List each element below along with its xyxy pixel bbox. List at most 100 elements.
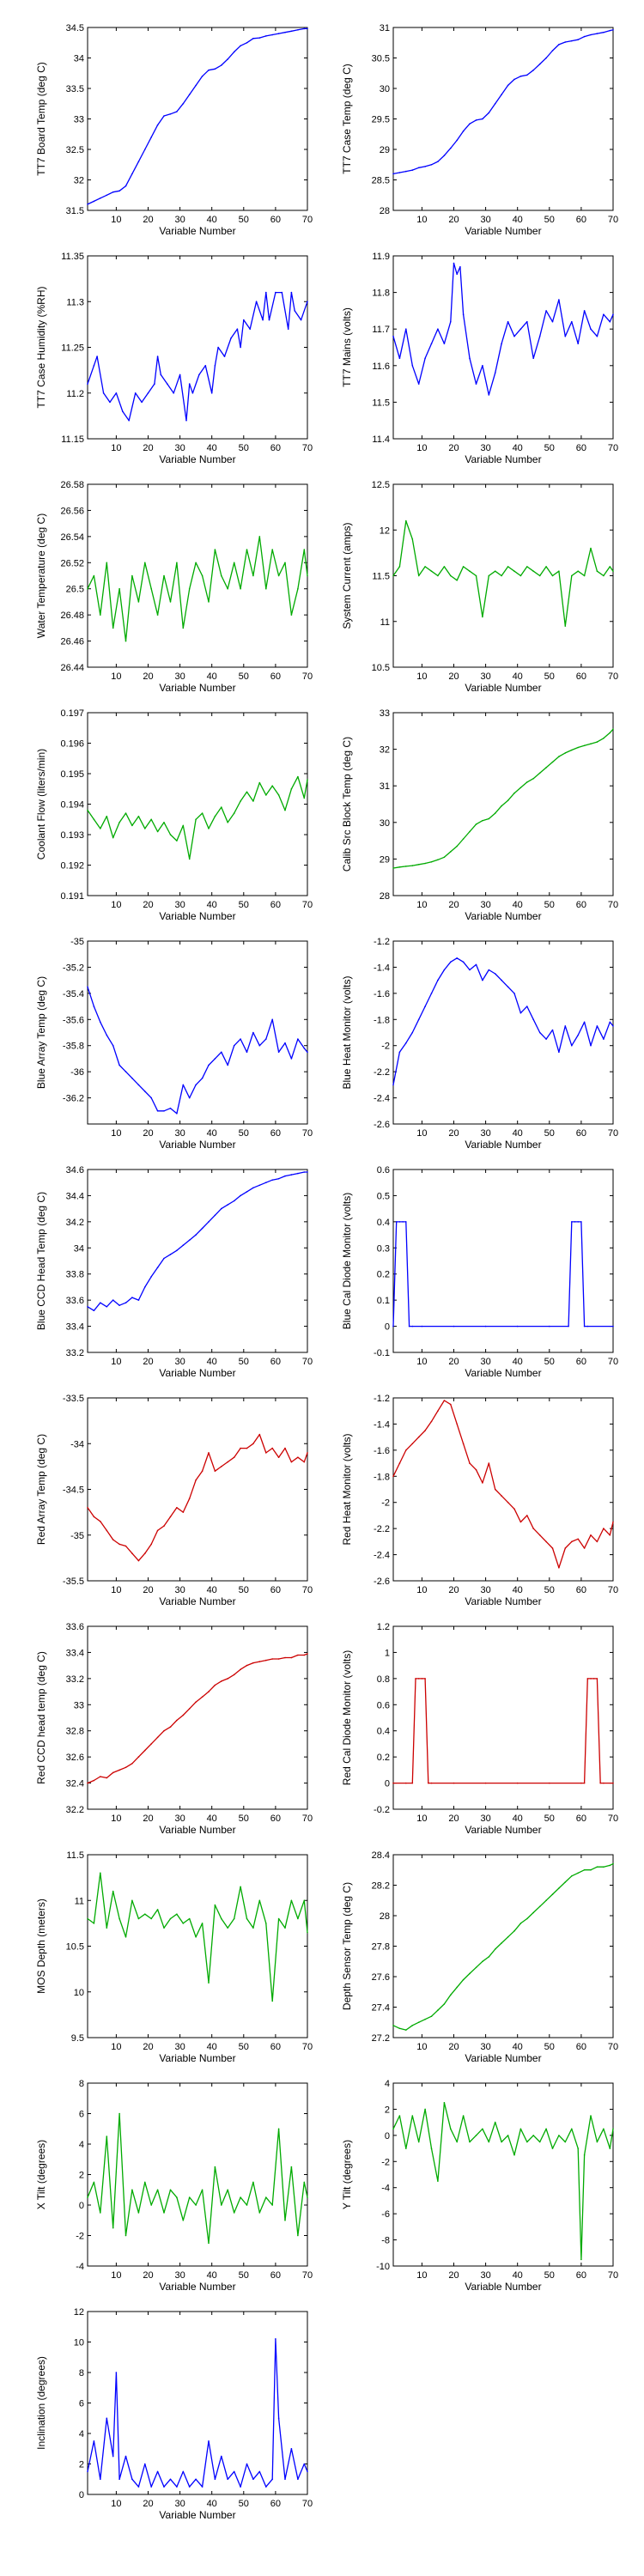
series-line <box>393 1678 613 1784</box>
data-point <box>405 2029 407 2031</box>
data-point <box>443 2003 446 2005</box>
data-point <box>307 1171 308 1173</box>
data-point <box>603 2128 605 2130</box>
data-point <box>501 1495 502 1497</box>
data-point <box>551 50 554 52</box>
x-tick-label: 20 <box>143 1357 153 1367</box>
data-point <box>93 574 95 577</box>
x-tick-label: 40 <box>513 215 523 225</box>
data-point <box>188 858 191 860</box>
data-point <box>494 2121 496 2123</box>
x-tick-label: 30 <box>174 900 185 910</box>
y-tick-label: 33.5 <box>66 84 84 94</box>
data-point <box>275 291 276 294</box>
data-point <box>392 2128 394 2130</box>
data-point <box>93 1005 95 1007</box>
y-tick-label: 0.192 <box>60 861 84 872</box>
data-point <box>106 1529 108 1532</box>
data-point <box>93 2440 95 2442</box>
y-tick-label: 9.5 <box>71 2033 84 2044</box>
data-point <box>169 1107 172 1109</box>
data-point <box>252 574 254 577</box>
chart-panel-8: 10 20 30 40 50 60 70 28 29 30 31 32 33 Variable Numbe… <box>341 708 618 922</box>
chart-panel-19: 10 20 30 40 50 60 70 -4 -2 0 2 4 6 8 Variable Number X … <box>35 2079 313 2293</box>
data-point <box>450 1994 452 1996</box>
data-point <box>240 587 241 590</box>
y-tick-label: 29 <box>380 854 390 865</box>
data-point <box>612 1862 614 1865</box>
y-tick-label: 0.2 <box>377 1270 390 1280</box>
data-point <box>160 374 162 376</box>
series-line <box>87 987 308 1115</box>
data-point <box>586 1325 589 1327</box>
data-point <box>191 392 194 394</box>
data-point <box>513 2154 515 2156</box>
data-point <box>233 1674 235 1676</box>
y-tick-label: -8 <box>381 2236 390 2246</box>
data-point <box>421 1678 423 1680</box>
data-point <box>421 1325 423 1327</box>
data-point <box>297 775 299 778</box>
data-point <box>137 1917 140 1920</box>
data-point <box>214 549 216 550</box>
x-tick-label: 50 <box>239 2499 249 2509</box>
y-tick-label: 28 <box>380 206 390 216</box>
data-point <box>100 1776 101 1777</box>
y-tick-label: 8 <box>79 2368 84 2379</box>
x-tick-label: 10 <box>416 443 427 453</box>
data-point <box>265 1659 267 1662</box>
data-point <box>281 291 283 294</box>
data-point <box>462 1443 465 1445</box>
data-point <box>195 1234 197 1236</box>
y-tick-label: 4 <box>79 2429 84 2439</box>
x-tick-label: 10 <box>111 1357 121 1367</box>
data-point <box>258 2212 261 2214</box>
y-tick-label: 27.6 <box>372 1972 390 1983</box>
data-point <box>475 119 477 121</box>
data-point <box>469 2141 471 2143</box>
data-point <box>430 1420 433 1423</box>
data-point <box>118 190 120 192</box>
x-tick-label: 60 <box>576 1585 586 1595</box>
data-point <box>169 2478 172 2481</box>
data-point <box>112 1539 114 1540</box>
data-point <box>437 2180 439 2182</box>
data-point <box>236 328 239 331</box>
data-point <box>214 1058 216 1060</box>
y-tick-label: -0.2 <box>374 1805 390 1815</box>
data-point <box>307 301 308 303</box>
data-point <box>271 2000 274 2002</box>
x-tick-label: 50 <box>544 1357 555 1367</box>
x-axis-label: Variable Number <box>159 1595 235 1607</box>
data-point <box>411 1782 414 1784</box>
data-point <box>532 1528 534 1529</box>
x-tick-label: 60 <box>576 1357 586 1367</box>
data-point <box>137 2212 140 2214</box>
series-line <box>392 1400 614 1569</box>
data-point <box>118 1917 120 1920</box>
y-tick-label: 4 <box>385 2079 390 2089</box>
data-point <box>424 1005 426 1007</box>
data-point <box>507 986 509 988</box>
data-point <box>469 1972 471 1975</box>
y-tick-label: 0 <box>385 2131 390 2142</box>
data-point <box>538 63 541 65</box>
data-point <box>564 335 567 337</box>
series-line <box>87 1433 308 1562</box>
data-point <box>156 1529 159 1532</box>
data-point <box>106 194 108 197</box>
data-point <box>398 2115 401 2117</box>
data-point <box>603 31 605 33</box>
x-tick-label: 50 <box>544 215 555 225</box>
data-point <box>176 1113 178 1115</box>
data-point <box>558 1567 560 1569</box>
y-tick-label: 0.4 <box>377 1218 390 1228</box>
data-point <box>118 822 120 823</box>
data-point <box>284 809 286 811</box>
data-point <box>590 33 592 36</box>
data-point <box>411 2025 414 2026</box>
data-point <box>392 1782 394 1784</box>
data-point <box>564 1547 567 1549</box>
x-tick-label: 60 <box>576 1128 586 1139</box>
data-point <box>501 94 502 95</box>
